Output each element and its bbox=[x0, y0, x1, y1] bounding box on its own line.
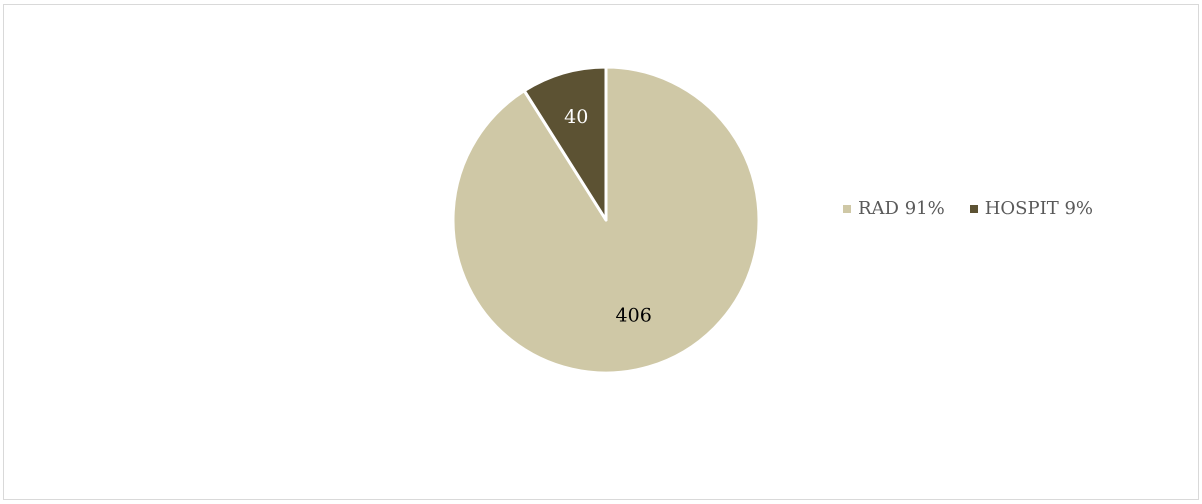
legend-label-hospit: HOSPIT 9% bbox=[984, 198, 1094, 219]
pie-slices bbox=[451, 65, 761, 375]
chart-legend: RAD 91% HOSPIT 9% bbox=[843, 198, 1118, 219]
legend-swatch-hospit bbox=[969, 204, 978, 213]
pie-data-labels: 406 40 bbox=[564, 106, 652, 326]
legend-item-hospit: HOSPIT 9% bbox=[969, 198, 1094, 219]
legend-item-rad: RAD 91% bbox=[843, 198, 945, 219]
pie-data-label-rad: 406 bbox=[616, 305, 652, 327]
legend-label-rad: RAD 91% bbox=[858, 198, 945, 219]
pie-data-label-hospit: 40 bbox=[564, 106, 588, 128]
legend-swatch-rad bbox=[843, 204, 851, 213]
pie-slice-hospit bbox=[522, 65, 608, 222]
